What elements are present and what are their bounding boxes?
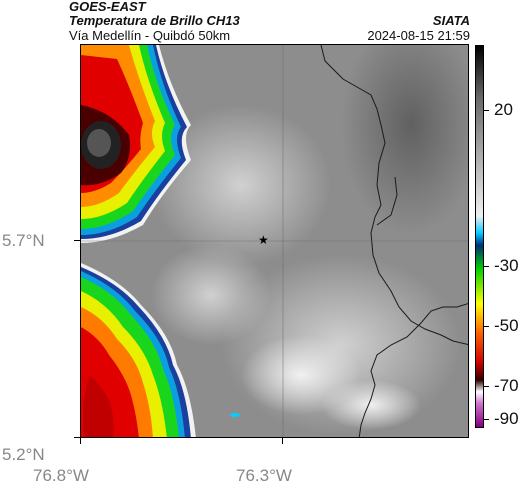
small-cloud-speck: [230, 413, 240, 417]
datetime-label: 2024-08-15 21:59: [367, 28, 470, 43]
location-marker: ★: [258, 233, 269, 247]
lon-label: 76.8°W: [33, 466, 89, 485]
agency-label: SIATA: [432, 13, 470, 28]
lat-tick: [74, 437, 80, 438]
lower-cloud-cluster: [81, 263, 196, 437]
colorbar-tick: [484, 266, 489, 267]
colorbar: [475, 45, 484, 428]
colorbar-tick: [484, 419, 489, 420]
lon-tick: [282, 438, 283, 444]
lat-tick: [74, 240, 80, 241]
satellite-title: GOES-EAST: [69, 0, 146, 14]
brightness-temperature-map: [81, 45, 468, 437]
lon-label: 76.3°W: [236, 466, 292, 485]
colorbar-tick: [484, 326, 489, 327]
colorbar-label: 20: [494, 100, 513, 119]
border-lines: [320, 45, 468, 437]
colorbar-tick: [484, 386, 489, 387]
gridlines: [81, 45, 468, 437]
map-frame: ★: [80, 44, 469, 438]
route-subtitle: Vía Medellín - Quibdó 50km: [69, 28, 231, 43]
colorbar-label: -70: [494, 376, 519, 395]
lon-tick: [80, 438, 81, 444]
colorbar-label: -90: [494, 409, 519, 428]
lat-label: 5.2°N: [2, 445, 45, 464]
colorbar-label: -50: [494, 316, 519, 335]
colorbar-tick: [484, 110, 489, 111]
product-title: Temperatura de Brillo CH13: [69, 13, 240, 28]
lat-label: 5.7°N: [2, 231, 45, 250]
upper-cloud-cluster: [81, 45, 191, 243]
colorbar-label: -30: [494, 256, 519, 275]
